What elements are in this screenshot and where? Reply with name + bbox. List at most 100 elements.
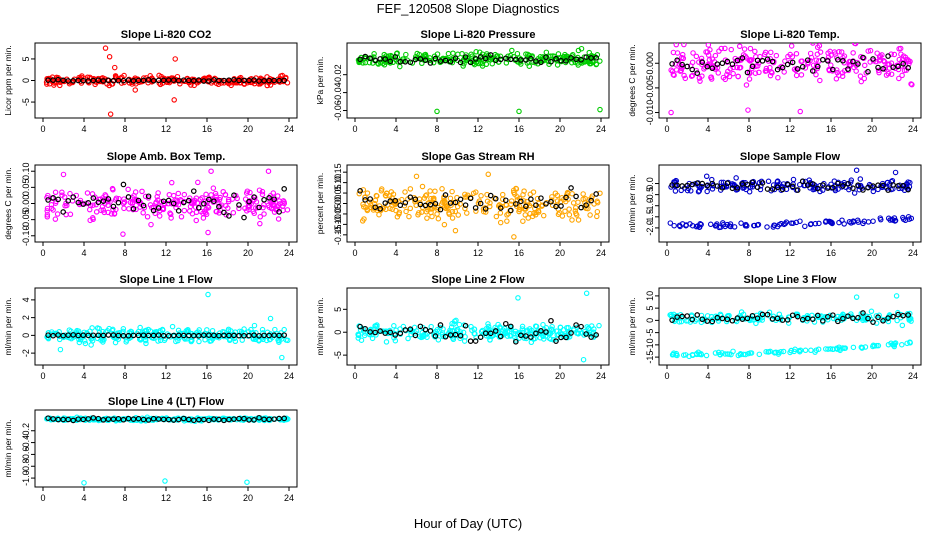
reference-point [588, 55, 594, 61]
data-point [870, 188, 877, 195]
reference-point [427, 328, 434, 334]
reference-point [779, 64, 786, 71]
reference-point [95, 77, 102, 84]
y-axis-label: ml/min per min. [627, 174, 637, 232]
data-point [892, 218, 898, 224]
reference-point [50, 332, 56, 339]
reference-point [236, 415, 242, 422]
data-point [148, 221, 154, 228]
data-point [169, 323, 176, 330]
reference-point [170, 417, 177, 423]
outlier-point [413, 173, 420, 180]
data-point [778, 348, 784, 355]
reference-point [513, 56, 519, 63]
data-point [756, 69, 762, 76]
data-point [781, 69, 787, 75]
data-point [813, 71, 819, 78]
data-point [902, 217, 909, 224]
data-point [793, 72, 800, 79]
x-tick-label: 12 [161, 493, 171, 503]
data-point [899, 185, 905, 192]
data-point [894, 317, 900, 324]
reference-point [357, 188, 363, 194]
data-point [204, 327, 210, 333]
y-tick-label: -5 [333, 351, 343, 359]
data-point [428, 195, 434, 202]
reference-point [196, 332, 202, 339]
reference-point [50, 77, 56, 83]
reference-point [155, 332, 162, 338]
data-point [753, 63, 759, 69]
y-tick-label: 5 [645, 306, 655, 311]
data-point [549, 194, 555, 200]
panel-4: Slope Amb. Box Temp. 0 4 8 12 16 20 24 -0.10-0.0… [3, 151, 298, 258]
reference-point [744, 181, 751, 188]
x-tick-label: 20 [555, 248, 565, 258]
reference-point [845, 313, 851, 319]
data-point [814, 51, 821, 57]
outlier-point [511, 234, 517, 240]
reference-point [875, 314, 881, 321]
data-point [447, 328, 454, 335]
y-tick-label: -0.8 [21, 458, 31, 474]
data-point [667, 220, 674, 226]
data-point [693, 53, 700, 60]
data-points [44, 168, 291, 237]
data-point [66, 327, 73, 333]
outlier-point [132, 87, 139, 93]
reference-point [523, 203, 529, 210]
reference-point [211, 77, 217, 83]
data-points [43, 414, 291, 486]
reference-point [135, 77, 142, 84]
data-point [242, 205, 248, 212]
reference-point [165, 197, 172, 204]
reference-point [472, 56, 479, 62]
y-tick-label: -0.010 [645, 100, 655, 126]
data-point [765, 178, 772, 185]
reference-point [452, 55, 459, 62]
data-point [391, 323, 397, 329]
data-point [548, 336, 554, 342]
reference-point [669, 61, 675, 67]
reference-point [170, 77, 177, 83]
data-point [112, 73, 119, 79]
data-point [738, 220, 744, 226]
reference-point [875, 64, 881, 71]
reference-point [422, 57, 429, 64]
data-point [676, 222, 683, 229]
reference-point [206, 332, 212, 338]
data-point [742, 351, 749, 358]
outlier-point [57, 346, 64, 353]
data-point [785, 320, 792, 326]
data-point [807, 221, 814, 228]
data-point [393, 57, 399, 63]
data-point [469, 53, 476, 59]
data-point [93, 209, 100, 215]
y-tick-label: 0.15 [333, 163, 343, 181]
reference-point [533, 58, 539, 64]
data-point [90, 215, 96, 221]
data-point [156, 72, 162, 79]
data-point [712, 350, 719, 356]
data-point [142, 336, 149, 343]
reference-point [578, 204, 584, 211]
reference-point [734, 185, 741, 191]
outlier-point [583, 290, 590, 297]
data-point [533, 209, 539, 216]
data-point [443, 205, 449, 212]
reference-point [809, 181, 816, 187]
reference-point [85, 78, 92, 84]
data-point [836, 72, 842, 78]
data-point [678, 187, 684, 194]
data-point [369, 335, 376, 342]
reference-point [895, 63, 901, 70]
data-point [688, 73, 695, 79]
data-point [173, 204, 179, 211]
reference-point [880, 65, 886, 72]
reference-point [256, 204, 262, 211]
outlier-point [107, 111, 114, 117]
reference-point [145, 193, 152, 200]
data-point [359, 218, 366, 224]
data-point [497, 219, 504, 226]
reference-point [477, 200, 484, 207]
